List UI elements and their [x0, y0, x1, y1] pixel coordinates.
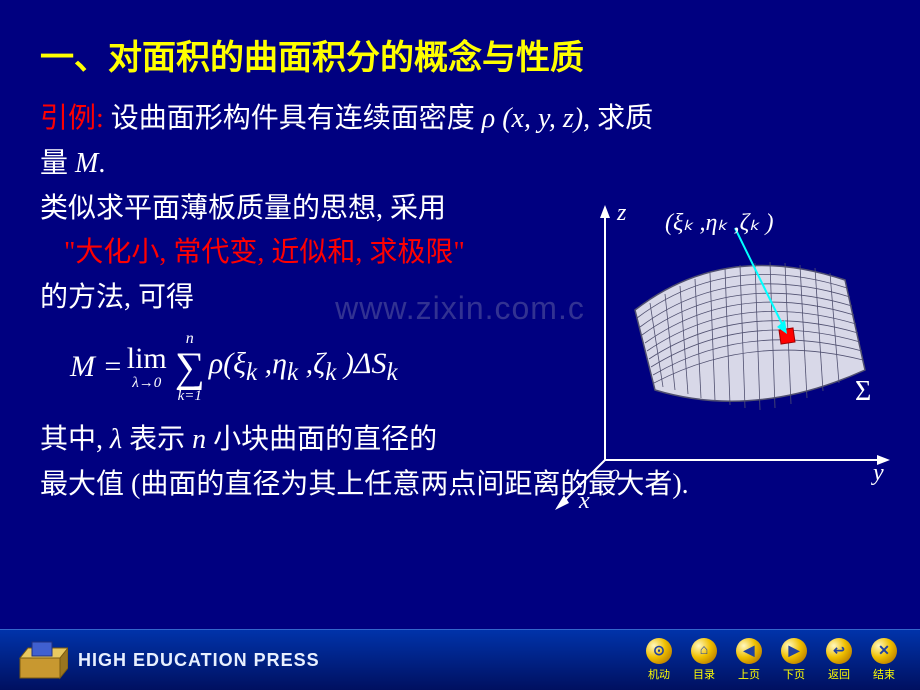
intro-line-2: 量 M.	[40, 142, 880, 187]
nav-end[interactable]: ✕ 结束	[864, 638, 904, 682]
intro-text-1: 设曲面形构件具有连续面密度	[111, 103, 475, 134]
nav-prev[interactable]: ◀ 上页	[729, 638, 769, 682]
highlight-cell	[779, 328, 795, 344]
footer-brand: HIGH EDUCATION PRESS	[78, 650, 320, 671]
x-label: x	[578, 488, 590, 510]
title: 一、对面积的曲面积分的概念与性质	[40, 30, 880, 79]
z-axis-arrow	[600, 205, 610, 218]
return-icon: ↩	[826, 638, 852, 664]
next-icon: ▶	[781, 638, 807, 664]
surface-diagram: z y x o Σ (ξₖ ,ηₖ ,ζₖ )	[555, 200, 895, 510]
origin-label: o	[609, 460, 620, 485]
intro-text-2: 求质	[597, 103, 653, 134]
footer-nav: ⊙ 机动 ⌂ 目录 ◀ 上页 ▶ 下页 ↩ 返回 ✕ 结束	[639, 638, 904, 682]
z-label: z	[616, 200, 627, 226]
lim-sub: λ→0	[132, 376, 161, 391]
nav-back[interactable]: ↩ 返回	[819, 638, 859, 682]
sigma-block: n ∑ k=1	[175, 331, 205, 404]
intro-label: 引例:	[40, 103, 104, 134]
prev-icon: ◀	[736, 638, 762, 664]
footer-bar: HIGH EDUCATION PRESS ⊙ 机动 ⌂ 目录 ◀ 上页 ▶ 下页…	[0, 629, 920, 690]
formula-lhs: M =	[70, 350, 123, 384]
intro-line-1: 引例: 设曲面形构件具有连续面密度 ρ (x, y, z), 求质	[40, 97, 880, 142]
lim-label: lim	[127, 344, 167, 374]
footer-logo: HIGH EDUCATION PRESS	[14, 638, 320, 682]
sigma-sym: ∑	[175, 347, 205, 389]
close-icon: ✕	[871, 638, 897, 664]
lim-block: lim λ→0	[127, 344, 167, 391]
sigma-sub: k=1	[178, 389, 202, 404]
home-icon: ⌂	[691, 638, 717, 664]
sigma-label: Σ	[855, 376, 871, 407]
formula-rhs: ρ(ξk ,ηk ,ζk )ΔSk	[209, 347, 398, 387]
nav-jidong[interactable]: ⊙ 机动	[639, 638, 679, 682]
book-icon	[14, 638, 68, 682]
rho-expr: ρ (x, y, z),	[482, 103, 590, 134]
nav-mulu[interactable]: ⌂ 目录	[684, 638, 724, 682]
quote-text: "大化小, 常代变, 近似和, 求极限"	[64, 237, 465, 268]
point-label: (ξₖ ,ηₖ ,ζₖ )	[665, 210, 774, 236]
y-label: y	[871, 460, 884, 486]
nav-next[interactable]: ▶ 下页	[774, 638, 814, 682]
mass-text: 量 M.	[40, 148, 105, 179]
record-icon: ⊙	[646, 638, 672, 664]
